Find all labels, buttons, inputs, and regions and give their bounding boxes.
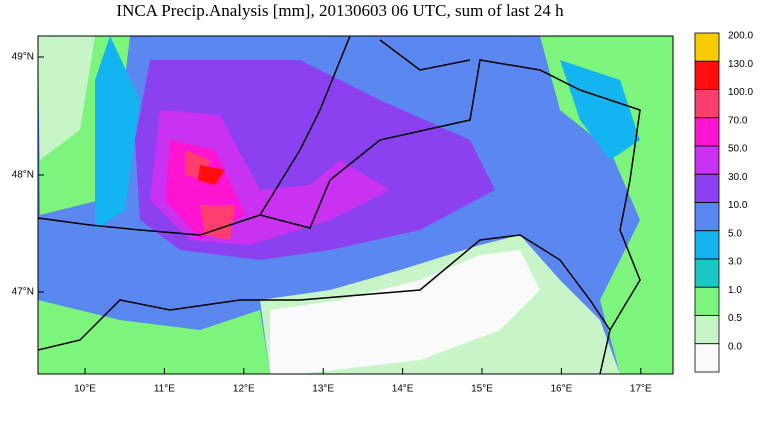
colorbar-box — [694, 117, 720, 147]
colorbar: 200.0 130.0 100.0 70.0 50.0 30.0 10.0 5.0 3.0 1.0… — [694, 31, 753, 373]
colorbar-label: 30.0 — [728, 172, 748, 183]
lat-label: 47°N — [12, 287, 34, 298]
colorbar-label: 70.0 — [728, 115, 748, 126]
colorbar-box — [694, 60, 720, 90]
colorbar-label: 130.0 — [728, 59, 753, 70]
colorbar-label: 200.0 — [728, 31, 753, 42]
colorbar-label: 3.0 — [728, 257, 742, 268]
lat-label: 48°N — [12, 170, 34, 181]
colorbar-label: 0.5 — [728, 313, 742, 324]
colorbar-label: 0.0 — [728, 341, 742, 352]
colorbar-box — [694, 173, 720, 203]
colorbar-box — [694, 315, 720, 345]
colorbar-box — [694, 343, 720, 373]
lon-label: 15°E — [471, 384, 493, 395]
borders — [38, 36, 641, 374]
colorbar-label: 1.0 — [728, 285, 742, 296]
map-axes: 49°N 48°N 47°N 10°E 11°E 12°E 13°E 14°E 15°E 16°E… — [12, 52, 652, 395]
lon-label: 17°E — [630, 384, 652, 395]
colorbar-box — [694, 32, 720, 62]
map-frame — [37, 35, 674, 375]
colorbar-box — [694, 145, 720, 175]
lon-label: 13°E — [312, 384, 334, 395]
colorbar-label: 100.0 — [728, 87, 753, 98]
colorbar-box — [694, 286, 720, 316]
lon-label: 10°E — [74, 384, 96, 395]
lon-label: 11°E — [154, 384, 175, 395]
lon-label: 12°E — [233, 384, 255, 395]
colorbar-label: 50.0 — [728, 144, 748, 155]
lon-label: 16°E — [551, 384, 573, 395]
map-title: INCA Precip.Analysis [mm], 20130603 06 U… — [116, 1, 564, 20]
lon-label: 14°E — [392, 384, 414, 395]
colorbar-box — [694, 89, 720, 119]
colorbar-box — [694, 230, 720, 260]
colorbar-box — [694, 202, 720, 232]
precip-field — [38, 36, 673, 374]
lat-label: 49°N — [12, 52, 34, 63]
colorbar-box — [694, 258, 720, 288]
colorbar-label: 10.0 — [728, 200, 748, 211]
colorbar-label: 5.0 — [728, 228, 742, 239]
